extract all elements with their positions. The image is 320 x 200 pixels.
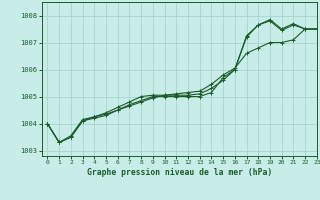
X-axis label: Graphe pression niveau de la mer (hPa): Graphe pression niveau de la mer (hPa): [87, 168, 272, 177]
